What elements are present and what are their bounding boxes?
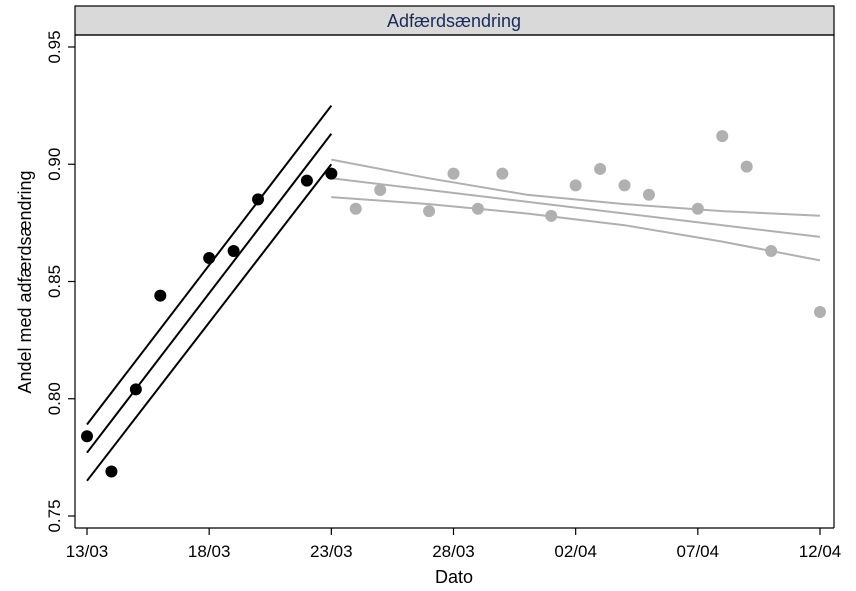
data-point-phase2 — [691, 202, 704, 215]
y-ticks: 0.75 0.80 0.85 0.90 0.95 — [45, 30, 75, 533]
data-point-phase2 — [642, 188, 655, 201]
data-point-phase2 — [545, 209, 558, 222]
data-point-phase2 — [594, 162, 607, 175]
y-tick-label: 0.75 — [45, 499, 64, 532]
panel-header — [74, 5, 835, 36]
data-point-phase1 — [154, 289, 167, 302]
data-point-phase2 — [765, 245, 778, 258]
fit-line-phase1-upper — [86, 105, 333, 426]
data-point-phase2 — [374, 184, 387, 197]
x-tick-label: 13/03 — [66, 542, 109, 561]
fit-lines — [86, 105, 821, 482]
data-point-phase1 — [81, 430, 93, 443]
y-tick-label: 0.85 — [45, 265, 64, 298]
data-points — [81, 130, 826, 478]
data-point-phase2 — [740, 160, 753, 173]
x-tick-label: 28/03 — [432, 542, 475, 561]
fit-line-phase1-mid — [86, 133, 333, 454]
fit-line-phase2-mid — [331, 177, 821, 238]
data-point-phase1 — [105, 465, 118, 478]
x-tick-label: 07/04 — [677, 542, 720, 561]
data-point-phase2 — [716, 130, 729, 143]
fit-line-phase1-lower — [86, 163, 333, 482]
x-ticks: 13/03 18/03 23/03 28/03 02/04 07/04 12/04 — [66, 528, 842, 561]
x-tick-label: 12/04 — [799, 542, 842, 561]
fit-line-phase2-lower — [331, 196, 821, 262]
data-point-phase2 — [423, 205, 436, 218]
data-point-phase2 — [471, 202, 484, 215]
x-tick-label: 02/04 — [554, 542, 597, 561]
y-axis-title: Andel med adfærdsændring — [15, 170, 35, 393]
data-point-phase1 — [325, 167, 338, 180]
y-tick-label: 0.90 — [45, 148, 64, 181]
data-point-phase2 — [569, 179, 582, 192]
data-point-phase2 — [814, 305, 826, 318]
data-point-phase1 — [252, 193, 265, 206]
y-tick-label: 0.95 — [45, 30, 64, 63]
data-point-phase1 — [300, 174, 313, 187]
fit-line-phase2-upper — [331, 158, 821, 217]
data-point-phase2 — [349, 202, 362, 215]
data-point-phase1 — [129, 383, 142, 396]
data-point-phase1 — [227, 245, 240, 258]
data-point-phase2 — [447, 167, 460, 180]
chart-title: Adfærdsændring — [387, 11, 521, 31]
x-axis-title: Dato — [435, 567, 473, 587]
data-point-phase2 — [496, 167, 509, 180]
data-point-phase1 — [203, 252, 216, 265]
data-point-phase2 — [618, 179, 631, 192]
x-tick-label: 18/03 — [188, 542, 231, 561]
y-tick-label: 0.80 — [45, 382, 64, 415]
x-tick-label: 23/03 — [310, 542, 353, 561]
